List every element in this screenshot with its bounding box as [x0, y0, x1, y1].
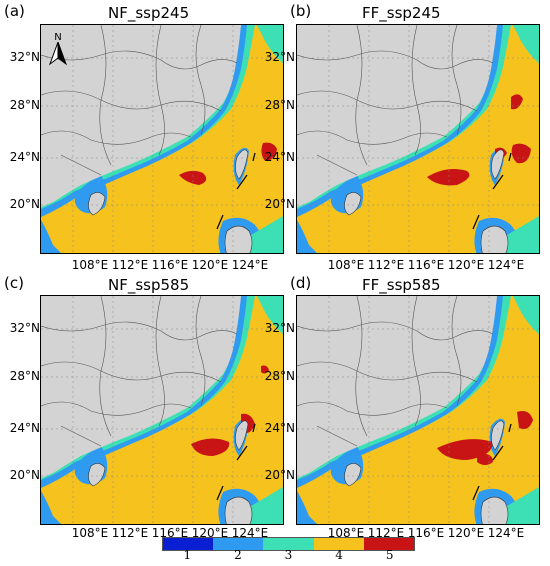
- lat-tick-label: 24°N: [264, 421, 295, 435]
- map-canvas: [41, 25, 283, 253]
- lon-tick-label: 108°E: [327, 258, 365, 272]
- lat-tick-label: 32°N: [9, 50, 40, 64]
- north-arrow-icon: N: [48, 32, 68, 66]
- lat-tick-label: 28°N: [264, 369, 295, 383]
- map-ff-ssp585: [296, 295, 540, 525]
- panel-title: NF_ssp585: [108, 276, 190, 294]
- lon-tick-label: 120°E: [191, 526, 229, 540]
- panel-title: NF_ssp245: [108, 4, 190, 22]
- panel-label: (a): [4, 2, 25, 20]
- lon-tick-label: 108°E: [71, 258, 109, 272]
- colorbar-cell-3: [263, 538, 314, 550]
- colorbar-cell-4: [313, 538, 364, 550]
- lon-tick-label: 124°E: [487, 526, 525, 540]
- colorbar-cell-2: [213, 538, 264, 550]
- lat-tick-label: 20°N: [9, 197, 40, 211]
- map-nf-ssp585: [40, 295, 284, 525]
- lon-tick-label: 120°E: [447, 526, 485, 540]
- map-canvas: [297, 296, 539, 524]
- lon-tick-label: 120°E: [447, 258, 485, 272]
- lat-tick-label: 24°N: [9, 421, 40, 435]
- panel-title: FF_ssp245: [362, 4, 441, 22]
- lon-tick-label: 112°E: [367, 526, 405, 540]
- lon-tick-label: 112°E: [367, 258, 405, 272]
- colorbar-label: 1: [183, 548, 192, 562]
- map-canvas: [41, 296, 283, 524]
- map-canvas: [297, 25, 539, 253]
- panel-label: (b): [290, 2, 312, 20]
- lon-tick-label: 120°E: [191, 258, 229, 272]
- lat-tick-label: 32°N: [9, 321, 40, 335]
- lat-tick-label: 28°N: [9, 369, 40, 383]
- lat-tick-label: 28°N: [264, 98, 295, 112]
- panel-label: (d): [290, 274, 312, 292]
- lat-tick-label: 20°N: [9, 468, 40, 482]
- colorbar-label: 4: [335, 548, 343, 562]
- colorbar-label: 5: [385, 548, 394, 562]
- panel-title: FF_ssp585: [362, 276, 441, 294]
- lon-tick-label: 116°E: [151, 258, 189, 272]
- colorbar: [162, 537, 415, 551]
- lon-tick-label: 112°E: [111, 526, 149, 540]
- lat-tick-label: 32°N: [264, 321, 295, 335]
- map-ff-ssp245: [296, 24, 540, 254]
- lat-tick-label: 28°N: [9, 98, 40, 112]
- panel-label: (c): [4, 274, 24, 292]
- lon-tick-label: 116°E: [407, 526, 445, 540]
- colorbar-cell-1: [163, 538, 214, 550]
- lat-tick-label: 20°N: [264, 468, 295, 482]
- lat-tick-label: 24°N: [264, 150, 295, 164]
- lon-tick-label: 124°E: [487, 258, 525, 272]
- lon-tick-label: 116°E: [151, 526, 189, 540]
- north-arrow: N: [44, 28, 72, 66]
- lat-tick-label: 24°N: [9, 150, 40, 164]
- lon-tick-label: 108°E: [71, 526, 109, 540]
- lon-tick-label: 112°E: [111, 258, 149, 272]
- colorbar-label: 2: [234, 548, 242, 562]
- north-arrow-label: N: [54, 32, 61, 43]
- map-nf-ssp245: [40, 24, 284, 254]
- lat-tick-label: 32°N: [264, 50, 295, 64]
- lon-tick-label: 108°E: [327, 526, 365, 540]
- lon-tick-label: 124°E: [231, 526, 269, 540]
- lat-tick-label: 20°N: [264, 197, 295, 211]
- lon-tick-label: 124°E: [231, 258, 269, 272]
- colorbar-cell-5: [363, 538, 415, 550]
- colorbar-label: 3: [284, 548, 293, 562]
- lon-tick-label: 116°E: [407, 258, 445, 272]
